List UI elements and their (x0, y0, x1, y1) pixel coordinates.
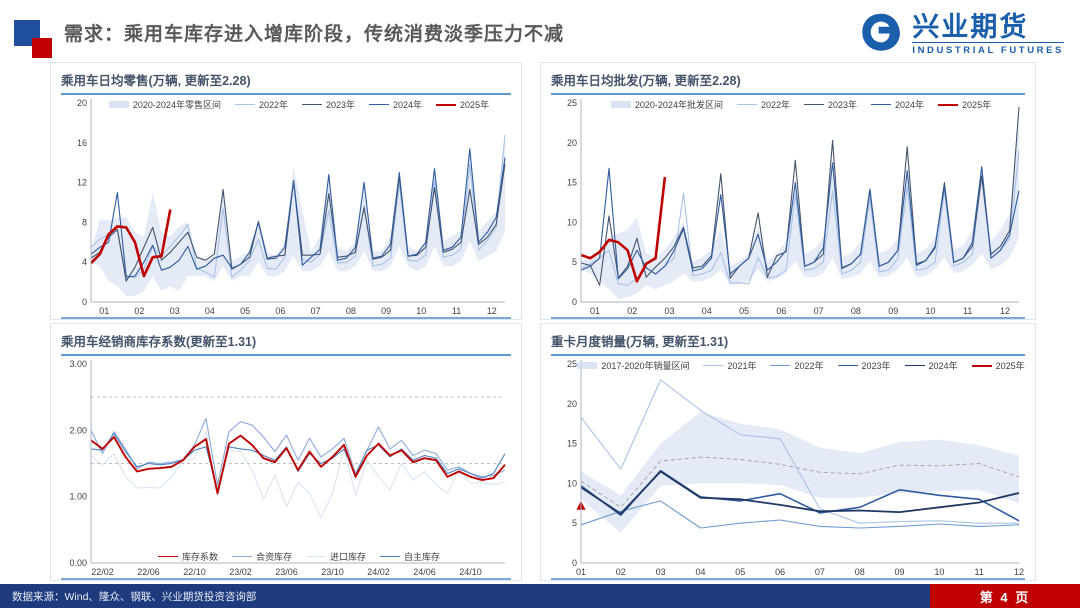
svg-text:02: 02 (627, 306, 637, 316)
svg-text:05: 05 (739, 306, 749, 316)
svg-text:23/10: 23/10 (321, 567, 344, 577)
svg-text:04: 04 (205, 306, 215, 316)
svg-text:24/10: 24/10 (459, 567, 482, 577)
svg-text:03: 03 (656, 567, 666, 577)
svg-text:03: 03 (170, 306, 180, 316)
svg-text:10: 10 (567, 478, 577, 488)
svg-text:1.00: 1.00 (69, 492, 87, 502)
svg-text:20: 20 (567, 399, 577, 409)
svg-text:22/06: 22/06 (137, 567, 160, 577)
inventory-line-chart: 0.00 1.00 2.00 3.00 22/02 22/06 22/10 23/02 23/0… (61, 356, 511, 578)
svg-text:23/06: 23/06 (275, 567, 298, 577)
svg-text:09: 09 (888, 306, 898, 316)
svg-text:16: 16 (77, 138, 87, 148)
svg-text:03: 03 (664, 306, 674, 316)
svg-text:06: 06 (775, 567, 785, 577)
logo-name-cn: 兴业期货 (912, 11, 1029, 42)
svg-text:3.00: 3.00 (69, 359, 87, 369)
panel-bottom-rule (61, 317, 511, 319)
svg-text:11: 11 (975, 567, 984, 577)
svg-text:0: 0 (82, 297, 87, 307)
svg-text:22/02: 22/02 (91, 567, 114, 577)
svg-text:09: 09 (381, 306, 391, 316)
svg-text:0.00: 0.00 (69, 558, 87, 568)
svg-text:08: 08 (855, 567, 865, 577)
svg-text:8: 8 (82, 217, 87, 227)
svg-text:06: 06 (275, 306, 285, 316)
svg-text:0: 0 (572, 297, 577, 307)
svg-text:22/10: 22/10 (183, 567, 206, 577)
logo-swirl-icon (858, 9, 904, 60)
svg-text:04: 04 (695, 567, 705, 577)
svg-text:24/06: 24/06 (413, 567, 436, 577)
svg-text:01: 01 (590, 306, 600, 316)
svg-text:10: 10 (416, 306, 426, 316)
svg-text:01: 01 (99, 306, 109, 316)
svg-text:06: 06 (776, 306, 786, 316)
svg-text:15: 15 (567, 178, 577, 188)
svg-text:05: 05 (735, 567, 745, 577)
svg-text:10: 10 (567, 217, 577, 227)
chart-title-inventory: 乘用车经销商库存系数(更新至1.31) (61, 335, 257, 349)
svg-text:07: 07 (814, 306, 824, 316)
decor-red-square (32, 38, 52, 58)
panel-bottom-rule (551, 317, 1025, 319)
svg-text:2.00: 2.00 (69, 425, 87, 435)
chart-panel-retail: 乘用车日均零售(万辆, 更新至2.28) 0 4 8 12 16 20 01 02 03 04 05… (50, 62, 522, 320)
svg-text:02: 02 (616, 567, 626, 577)
logo-text: 兴业期货 INDUSTRIAL FUTURES (912, 11, 1064, 56)
svg-text:09: 09 (894, 567, 904, 577)
svg-text:4: 4 (82, 257, 87, 267)
chart-panel-wholesale: 乘用车日均批发(万辆, 更新至2.28) 0 5 10 15 20 25 01 02 03 04 0… (540, 62, 1036, 320)
retail-line-chart: 0 4 8 12 16 20 01 02 03 04 05 06 07 08 09 10 11 12 2020-20… (61, 95, 511, 317)
svg-text:07: 07 (815, 567, 825, 577)
chart-panel-heavy-truck: 重卡月度销量(万辆, 更新至1.31) 0 5 10 15 20 25 01 02 03 04 05… (540, 323, 1036, 581)
svg-text:01: 01 (576, 567, 586, 577)
svg-text:20: 20 (77, 98, 87, 108)
svg-text:25: 25 (567, 98, 577, 108)
svg-text:0: 0 (572, 558, 577, 568)
svg-text:12: 12 (1014, 567, 1024, 577)
title-rule (551, 354, 1025, 356)
logo-name-en: INDUSTRIAL FUTURES (912, 42, 1064, 56)
svg-text:07: 07 (311, 306, 321, 316)
svg-text:10: 10 (925, 306, 935, 316)
svg-text:12: 12 (487, 306, 497, 316)
page-title: 需求：乘用车库存进入增库阶段，传统消费淡季压力不减 (64, 24, 565, 45)
chart-title-heavy-truck: 重卡月度销量(万辆, 更新至1.31) (551, 335, 729, 349)
chart-title-retail: 乘用车日均零售(万辆, 更新至2.28) (61, 74, 251, 88)
svg-text:10: 10 (934, 567, 944, 577)
svg-text:04: 04 (702, 306, 712, 316)
svg-text:08: 08 (851, 306, 861, 316)
wholesale-line-chart: 0 5 10 15 20 25 01 02 03 04 05 06 07 08 09 10 11 12 2020-2… (551, 95, 1025, 317)
svg-text:12: 12 (77, 178, 87, 188)
panel-bottom-rule (551, 578, 1025, 580)
slide-header: 需求：乘用车库存进入增库阶段，传统消费淡季压力不减 兴业期货 INDUSTRIA… (0, 0, 1080, 62)
title-rule (551, 93, 1025, 95)
page-number: 第 4 页 (930, 584, 1080, 608)
title-rule (61, 354, 511, 356)
svg-text:08: 08 (346, 306, 356, 316)
panel-bottom-rule (61, 578, 511, 580)
company-logo: 兴业期货 INDUSTRIAL FUTURES (858, 9, 1064, 60)
chart-title-wholesale: 乘用车日均批发(万辆, 更新至2.28) (551, 74, 741, 88)
svg-text:02: 02 (134, 306, 144, 316)
svg-text:15: 15 (567, 439, 577, 449)
svg-text:11: 11 (452, 306, 461, 316)
svg-text:25: 25 (567, 359, 577, 369)
svg-text:11: 11 (963, 306, 972, 316)
heavy-truck-line-chart: 0 5 10 15 20 25 01 02 03 04 05 06 07 08 09 10 11 12 2017-2… (551, 356, 1025, 578)
chart-panel-inventory-coefficient: 乘用车经销商库存系数(更新至1.31) 0.00 1.00 2.00 3.00 22/0… (50, 323, 522, 581)
svg-text:5: 5 (572, 257, 577, 267)
svg-text:05: 05 (240, 306, 250, 316)
svg-text:20: 20 (567, 138, 577, 148)
data-source-text: 数据来源：Wind、隆众、钢联、兴业期货投资咨询部 (12, 590, 257, 603)
svg-text:5: 5 (572, 518, 577, 528)
svg-text:24/02: 24/02 (367, 567, 390, 577)
slide-footer: 数据来源：Wind、隆众、钢联、兴业期货投资咨询部 第 4 页 (0, 584, 1080, 608)
title-rule (61, 93, 511, 95)
svg-text:12: 12 (1000, 306, 1010, 316)
svg-text:23/02: 23/02 (229, 567, 252, 577)
